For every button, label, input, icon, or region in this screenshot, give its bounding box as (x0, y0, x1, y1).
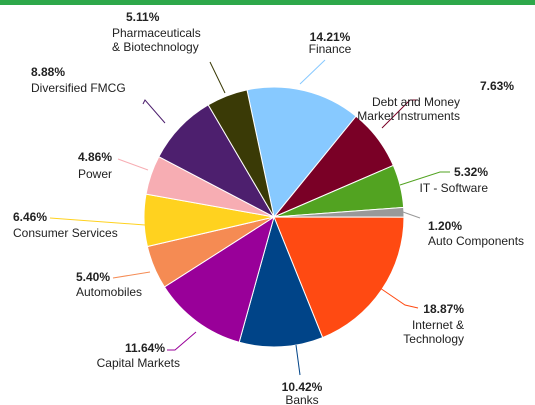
header-bar (0, 0, 535, 5)
slice-label: Debt and Money Market Instruments (357, 95, 460, 123)
label-line: Internet & (412, 318, 464, 332)
slice-label: Capital Markets (97, 356, 180, 370)
leader-line (295, 344, 301, 376)
value-label: 11.64% (125, 341, 165, 355)
pie-slice (246, 86, 357, 219)
leader-line (402, 211, 421, 219)
label-line: Consumer Services (13, 226, 118, 240)
slice-label: Power (78, 167, 112, 181)
label-line: Finance (309, 42, 352, 56)
value-label: 1.20% (428, 219, 462, 233)
leader-line (381, 99, 418, 129)
pie-slice (238, 215, 324, 348)
label-line: Pharmaceuticals (112, 26, 201, 40)
slice-label: Diversified FMCG (31, 81, 126, 95)
value-label: 14.21% (310, 30, 351, 44)
leader-line (117, 158, 149, 171)
leader-line (379, 287, 419, 309)
value-label: 5.32% (454, 165, 488, 179)
leader-line (49, 217, 146, 226)
label-line: Market Instruments (357, 109, 460, 123)
leader-line (167, 331, 197, 351)
slice-label: IT - Software (420, 181, 489, 195)
value-label: 7.63% (480, 79, 514, 93)
value-label: 6.46% (13, 210, 47, 224)
label-line: IT - Software (420, 181, 489, 195)
label-line: Power (78, 167, 112, 181)
label-line: Debt and Money (372, 95, 460, 109)
label-line: Banks (285, 393, 318, 405)
leader-line (142, 99, 166, 124)
pie-slice (207, 89, 275, 218)
slice-label: Auto Components (428, 234, 524, 248)
value-label: 10.42% (282, 380, 323, 394)
label-line: Auto Components (428, 234, 524, 248)
label-line: Technology (403, 332, 464, 346)
slice-label: Pharmaceuticals & Biotechnology (112, 26, 201, 54)
pie-slice (163, 215, 275, 343)
leader-line (209, 61, 226, 94)
value-label: 18.87% (423, 302, 464, 316)
leader-line (299, 59, 326, 85)
slice-label: Automobiles (76, 285, 142, 299)
value-label: 8.88% (31, 65, 65, 79)
label-line: & Biotechnology (112, 40, 199, 54)
value-label: 4.86% (78, 150, 112, 164)
value-label: 5.11% (126, 10, 160, 24)
slice-label: Consumer Services (13, 226, 118, 240)
leader-line (399, 171, 450, 186)
slice-label: Internet & Technology (403, 318, 464, 346)
label-line: Diversified FMCG (31, 81, 126, 95)
slice-label: Banks (285, 393, 318, 405)
label-line: Capital Markets (97, 356, 180, 370)
label-line: Automobiles (76, 285, 142, 299)
value-label: 5.40% (76, 270, 110, 284)
pie-slice (273, 216, 405, 339)
slice-label: Finance (309, 42, 352, 56)
leader-line (112, 271, 151, 279)
